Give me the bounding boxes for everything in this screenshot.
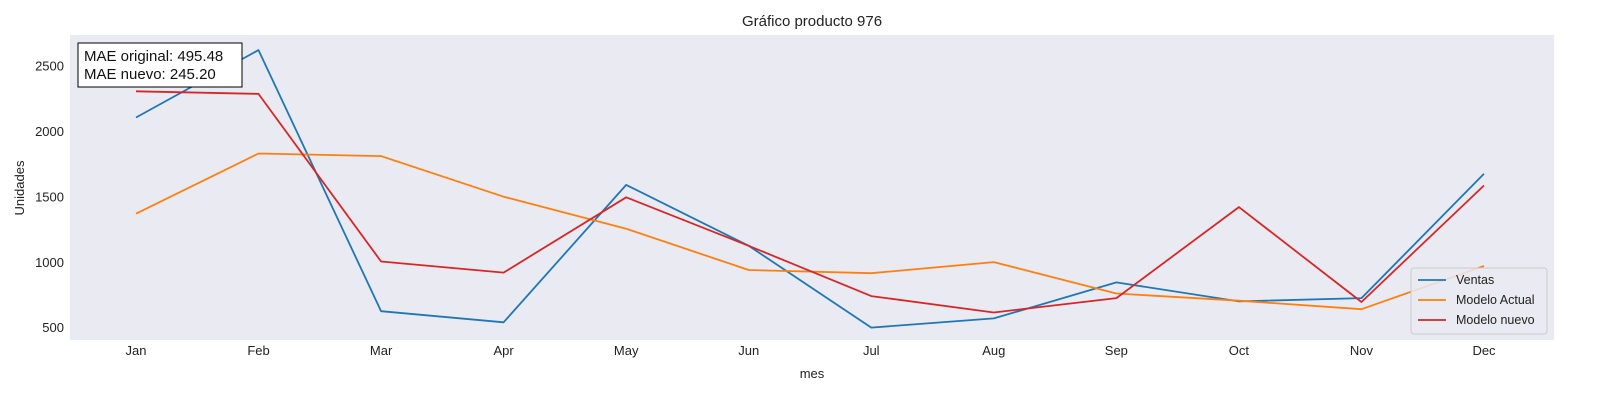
legend-box	[1410, 267, 1548, 335]
x-axis-label: mes	[800, 366, 825, 381]
x-tick-label: Mar	[370, 343, 393, 358]
chart-title: Gráfico producto 976	[742, 13, 882, 30]
y-tick-label: 1500	[35, 189, 64, 204]
series-lines	[135, 49, 1485, 329]
series-line-0	[135, 49, 1485, 329]
x-tick-label: Aug	[982, 343, 1005, 358]
y-tick-label: 1000	[35, 255, 64, 270]
x-tick-label: Feb	[247, 343, 269, 358]
x-tick-label: Jan	[126, 343, 147, 358]
x-tick-label: Jul	[863, 343, 880, 358]
x-tick-label: Oct	[1229, 343, 1250, 358]
legend-entry: Ventas	[1456, 273, 1494, 287]
x-tick-label: Nov	[1350, 343, 1374, 358]
legend-entry: Modelo nuevo	[1456, 313, 1535, 327]
series-line-2	[135, 90, 1485, 314]
x-tick-label: Sep	[1105, 343, 1128, 358]
legend: Ventas Modelo Actual Modelo nuevo	[1410, 267, 1548, 335]
x-tick-label: May	[614, 343, 639, 358]
y-tick-label: 2000	[35, 124, 64, 139]
plot-area	[70, 35, 1554, 340]
y-tick-labels: 500 1000 1500 2000 2500	[35, 58, 64, 335]
x-tick-labels: Jan Feb Mar Apr May Jun Jul Aug Sep Oct Nov Dec	[126, 343, 1497, 358]
annotation-mae-original: MAE original: 495.48	[84, 48, 223, 65]
y-tick-label: 500	[42, 320, 64, 335]
annotation-mae-nuevo: MAE nuevo: 245.20	[84, 66, 216, 83]
x-tick-label: Dec	[1472, 343, 1496, 358]
mae-annotation: MAE original: 495.48 MAE nuevo: 245.20	[77, 42, 243, 88]
annotation-box	[77, 42, 243, 88]
x-tick-label: Apr	[494, 343, 515, 358]
x-tick-label: Jun	[738, 343, 759, 358]
y-axis-label: Unidades	[12, 160, 27, 215]
y-tick-label: 2500	[35, 58, 64, 73]
legend-entry: Modelo Actual	[1456, 293, 1535, 307]
